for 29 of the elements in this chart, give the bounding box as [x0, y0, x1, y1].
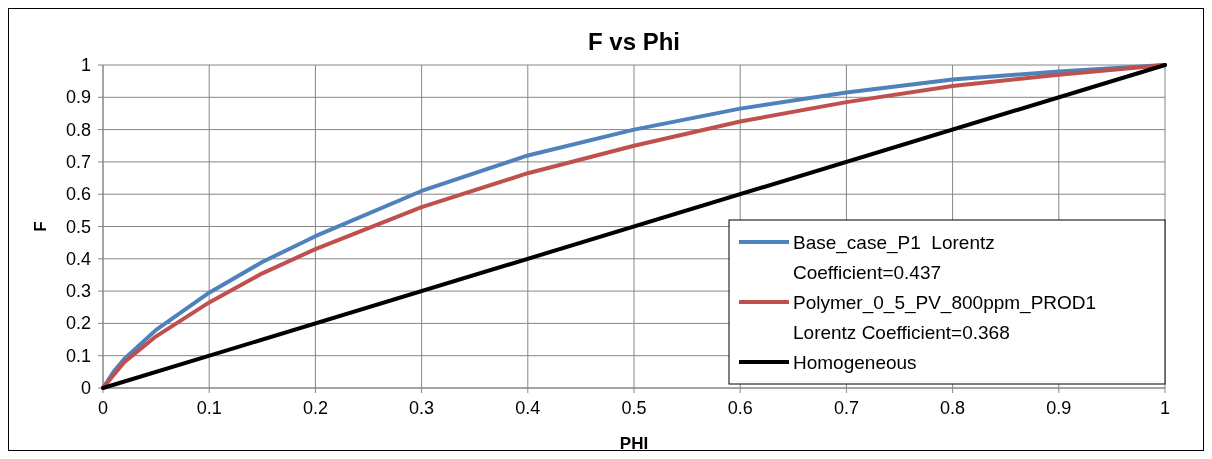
chart-title: F vs Phi — [587, 28, 681, 55]
y-tick-label: 0.1 — [65, 345, 91, 366]
y-tick-label: 0 — [80, 378, 91, 398]
y-axis-title: F — [31, 221, 50, 232]
x-tick-label: 0 — [97, 398, 109, 418]
x-tick-label: 1 — [1159, 398, 1171, 418]
legend-label: Base_case_P1 Lorentz Coefficient=0.437 — [793, 232, 1001, 283]
x-tick-label: 0.9 — [1046, 398, 1072, 418]
y-tick-label: 0.4 — [65, 248, 91, 269]
x-tick-label: 0.5 — [621, 398, 647, 418]
y-tick-label: 0.8 — [65, 119, 91, 140]
x-tick-label: 0.4 — [515, 398, 541, 418]
y-tick-label: 1 — [80, 55, 91, 75]
x-tick-label: 0.3 — [409, 398, 435, 418]
y-tick-label: 0.7 — [65, 151, 91, 172]
y-tick-label: 0.3 — [65, 281, 91, 302]
x-tick-label: 0.1 — [196, 398, 222, 418]
x-tick-label: 0.8 — [940, 398, 966, 418]
x-tick-label: 0.7 — [833, 398, 859, 418]
x-tick-label: 0.2 — [302, 398, 328, 418]
y-tick-label: 0.5 — [65, 216, 91, 237]
x-axis-title: PHI — [619, 434, 649, 453]
y-tick-label: 0.6 — [65, 184, 91, 205]
legend-label: Polymer_0_5_PV_800ppm_PROD1 Lorentz Coefficient=0.368 — [793, 292, 1107, 343]
line-series — [101, 63, 1167, 390]
legend-label: Homogeneous — [793, 352, 917, 373]
y-tick-label: 0.2 — [65, 313, 91, 334]
y-tick-label: 0.9 — [65, 87, 91, 108]
x-tick-label: 0.6 — [727, 398, 753, 418]
